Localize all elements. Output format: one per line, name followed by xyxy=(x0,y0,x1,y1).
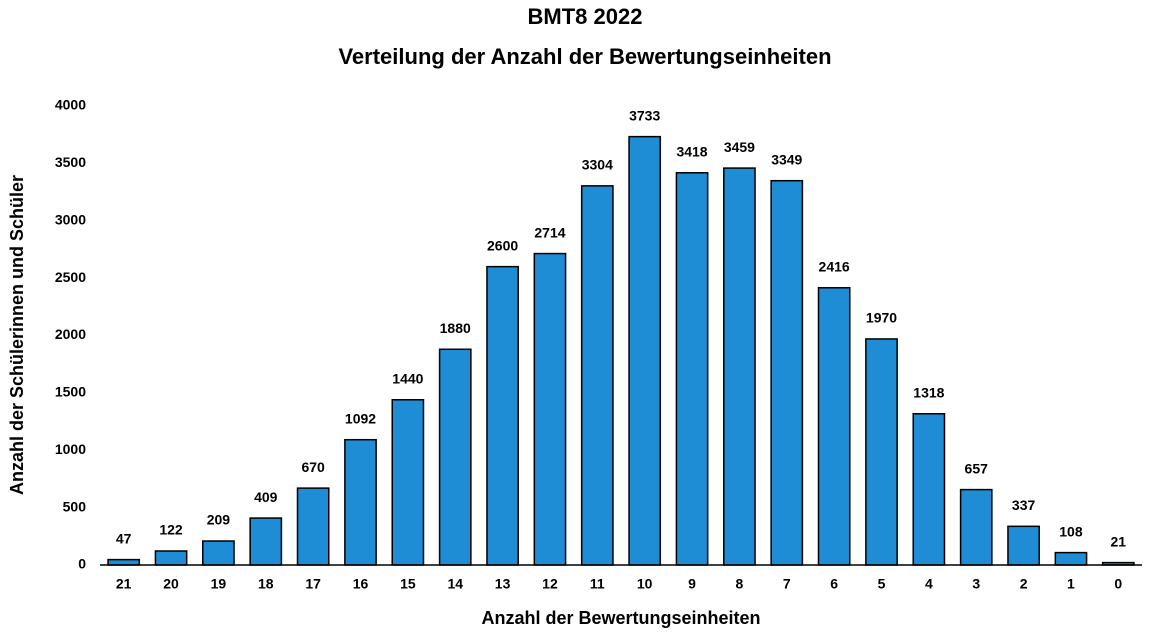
data-label: 657 xyxy=(965,460,989,476)
y-tick-label: 0 xyxy=(78,556,86,572)
bar xyxy=(202,540,235,566)
data-label: 3459 xyxy=(724,139,755,155)
x-tick-label: 15 xyxy=(400,576,416,592)
x-tick-label: 1 xyxy=(1067,576,1075,592)
x-tick-label: 3 xyxy=(972,576,980,592)
y-tick-label: 4000 xyxy=(55,97,86,113)
bar xyxy=(438,348,472,566)
bar xyxy=(865,338,898,566)
bar xyxy=(770,179,804,566)
y-tick-label: 3500 xyxy=(55,154,86,170)
x-tick-label: 13 xyxy=(495,576,511,592)
y-tick-label: 1000 xyxy=(55,441,86,457)
x-tick-label: 5 xyxy=(878,576,886,592)
y-tick-label: 2000 xyxy=(55,326,86,342)
data-label: 3349 xyxy=(771,151,802,167)
y-tick-label: 2500 xyxy=(55,269,86,285)
x-axis-label: Anzahl der Bewertungseinheiten xyxy=(481,608,760,628)
x-tick-label: 9 xyxy=(688,576,696,592)
x-tick-label: 14 xyxy=(447,576,463,592)
data-label: 1880 xyxy=(440,320,471,336)
data-label: 1440 xyxy=(392,370,423,386)
x-tick-label: 8 xyxy=(736,576,744,592)
bar xyxy=(107,558,141,566)
data-label: 1318 xyxy=(913,384,944,400)
chart-title: BMT8 2022 xyxy=(528,4,643,29)
bar xyxy=(1054,551,1088,566)
data-label: 409 xyxy=(254,489,278,505)
chart-subtitle: Verteilung der Anzahl der Bewertungseinh… xyxy=(338,44,831,69)
data-label: 670 xyxy=(301,459,325,475)
x-tick-label: 12 xyxy=(542,576,558,592)
bar xyxy=(391,399,425,566)
x-tick-label: 10 xyxy=(637,576,653,592)
x-tick-label: 16 xyxy=(353,576,369,592)
bar xyxy=(296,487,330,566)
data-label: 3733 xyxy=(629,107,660,123)
x-tick-label: 18 xyxy=(258,576,274,592)
bar xyxy=(817,287,851,566)
data-label: 3418 xyxy=(676,143,707,159)
x-tick-label: 4 xyxy=(925,576,933,592)
y-tick-label: 500 xyxy=(63,498,87,514)
x-tick-label: 6 xyxy=(830,576,838,592)
data-label: 122 xyxy=(159,522,183,538)
x-tick-label: 21 xyxy=(116,576,132,592)
data-label: 209 xyxy=(207,512,231,528)
bar xyxy=(628,135,662,566)
x-tick-label: 2 xyxy=(1020,576,1028,592)
bar xyxy=(486,265,519,566)
x-tick-label: 11 xyxy=(590,576,605,592)
data-label: 337 xyxy=(1012,497,1036,513)
y-tick-label: 3000 xyxy=(55,211,86,227)
data-label: 2416 xyxy=(819,258,850,274)
bar xyxy=(959,488,993,566)
data-label: 1970 xyxy=(866,310,897,326)
bar xyxy=(1007,525,1040,566)
bar xyxy=(154,550,188,566)
bar xyxy=(723,167,756,566)
data-label: 47 xyxy=(116,530,132,546)
data-label: 21 xyxy=(1111,533,1127,549)
y-tick-label: 1500 xyxy=(55,384,86,400)
bar xyxy=(912,413,946,566)
bar xyxy=(675,172,709,566)
bar xyxy=(249,517,283,566)
bar xyxy=(580,185,614,566)
x-tick-label: 19 xyxy=(211,576,227,592)
data-label: 2714 xyxy=(534,224,565,240)
x-tick-label: 20 xyxy=(163,576,179,592)
bar xyxy=(344,438,377,566)
data-label: 1092 xyxy=(345,410,376,426)
data-label: 2600 xyxy=(487,237,518,253)
x-tick-label: 7 xyxy=(783,576,791,592)
bar xyxy=(533,252,567,566)
x-tick-label: 17 xyxy=(305,576,321,592)
data-label: 108 xyxy=(1059,523,1083,539)
x-tick-label: 0 xyxy=(1114,576,1122,592)
data-label: 3304 xyxy=(582,157,613,173)
y-axis-label: Anzahl der Schülerinnen und Schüler xyxy=(7,175,27,495)
